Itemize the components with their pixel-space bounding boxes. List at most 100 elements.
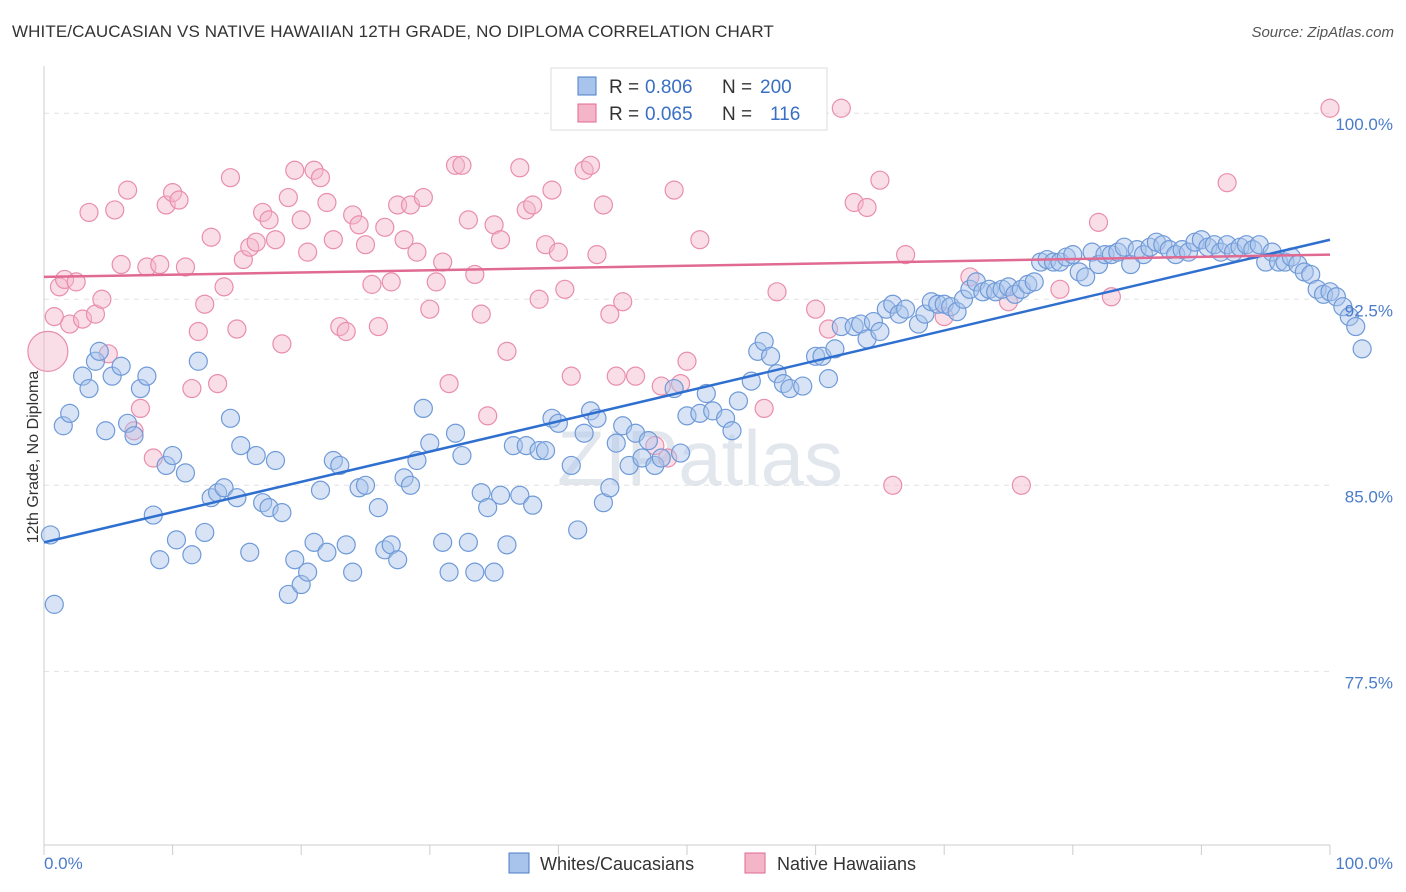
point-white-154 <box>1108 242 1128 262</box>
point-white-43 <box>323 450 343 471</box>
point-white-14 <box>137 366 157 386</box>
stats-legend-box <box>550 67 828 131</box>
point-white-56 <box>413 398 433 419</box>
point-white-53 <box>394 468 414 488</box>
point-white-52 <box>388 550 408 570</box>
point-white-77 <box>561 455 581 476</box>
point-hawaiian-84 <box>587 245 607 265</box>
point-hawaiian-60 <box>420 299 440 319</box>
point-white-22 <box>188 351 208 371</box>
point-white-72 <box>523 495 543 515</box>
point-hawaiian-86 <box>600 304 620 324</box>
point-hawaiian-46 <box>330 316 350 337</box>
point-white-5 <box>79 378 99 399</box>
point-hawaiian-31 <box>233 249 253 270</box>
point-hawaiian-21 <box>169 190 189 210</box>
point-white-63 <box>465 562 485 582</box>
legend-n-value-pink: 116 <box>770 104 800 125</box>
point-hawaiian-63 <box>439 374 459 394</box>
point-hawaiian-3 <box>54 269 75 290</box>
stats-legend: R = 0.806 N = 200 R = 0.065 N = 116 <box>550 67 828 131</box>
point-hawaiian-74 <box>516 200 536 220</box>
series-legend-swatch-pink <box>744 852 766 874</box>
point-white-10 <box>111 356 131 376</box>
legend-n-label-pink: N = <box>722 104 752 125</box>
point-white-20 <box>175 463 196 483</box>
point-white-121 <box>889 304 909 324</box>
point-hawaiian-110 <box>896 245 916 265</box>
point-hawaiian-39 <box>285 160 305 180</box>
point-white-130 <box>953 289 974 309</box>
point-hawaiian-51 <box>362 274 382 294</box>
point-white-129 <box>947 302 967 322</box>
point-white-66 <box>484 562 504 582</box>
point-hawaiian-59 <box>413 187 433 208</box>
point-hawaiian-45 <box>323 230 343 250</box>
point-white-149 <box>1076 267 1096 287</box>
point-hawaiian-79 <box>548 242 569 262</box>
point-hawaiian-24 <box>188 321 208 342</box>
point-white-42 <box>317 542 337 562</box>
point-hawaiian-94 <box>664 180 684 200</box>
x-tick-label-min: 0.0% <box>44 854 83 873</box>
point-hawaiian-114 <box>1011 475 1031 495</box>
point-white-90 <box>645 455 665 476</box>
point-hawaiian-36 <box>265 230 286 250</box>
point-hawaiian-29 <box>220 168 241 188</box>
legend-swatch-pink <box>577 103 597 123</box>
point-hawaiian-66 <box>458 210 478 230</box>
point-white-138 <box>1005 284 1025 304</box>
point-hawaiian-43 <box>310 168 331 188</box>
source-credit: Source: ZipAtlas.com <box>1251 24 1394 41</box>
point-hawaiian-18 <box>150 254 170 275</box>
point-hawaiian-54 <box>381 272 401 292</box>
y-tick-labels: 77.5% 85.0% 92.5% 100.0% <box>1335 115 1393 692</box>
point-white-147 <box>1063 245 1083 265</box>
point-white-37 <box>285 550 305 570</box>
point-white-108 <box>793 376 813 396</box>
point-white-21 <box>182 545 202 565</box>
point-white-33 <box>259 498 279 518</box>
point-white-71 <box>516 436 536 456</box>
point-hawaiian-100 <box>767 282 787 302</box>
point-hawaiian-75 <box>523 195 543 215</box>
point-hawaiian-97 <box>690 230 710 250</box>
point-white-190 <box>1339 307 1359 327</box>
x-tick-label-max: 100.0% <box>1335 854 1393 873</box>
point-white-23 <box>195 522 215 543</box>
point-white-46 <box>343 562 363 582</box>
point-hawaiian-33 <box>246 232 266 252</box>
point-white-70 <box>510 485 530 505</box>
chart-title: WHITE/CAUCASIAN VS NATIVE HAWAIIAN 12TH … <box>12 22 774 41</box>
point-hawaiian-38 <box>278 187 298 208</box>
point-white-11 <box>117 413 138 433</box>
point-white-50 <box>375 540 395 560</box>
point-hawaiian-35 <box>259 210 279 230</box>
point-white-102 <box>748 341 768 361</box>
point-hawaiian-34 <box>253 202 273 223</box>
point-white-123 <box>908 314 929 334</box>
point-hawaiian-62 <box>433 252 453 272</box>
point-hawaiian-30 <box>227 319 247 339</box>
point-white-54 <box>400 475 421 495</box>
point-hawaiian-22 <box>175 257 196 277</box>
point-hawaiian-50 <box>355 235 376 255</box>
point-hawaiian-116 <box>1088 212 1109 232</box>
point-hawaiian-26 <box>201 227 221 247</box>
y-tick-label-2: 92.5% <box>1345 301 1393 320</box>
point-hawaiian-80 <box>555 279 575 299</box>
point-white-117 <box>863 311 884 332</box>
point-hawaiian-76 <box>529 289 549 309</box>
point-white-27 <box>220 408 241 428</box>
point-hawaiian-52 <box>368 316 388 337</box>
point-hawaiian-40 <box>291 210 311 230</box>
y-axis-label: 12th Grade, No Diploma <box>25 371 42 544</box>
legend-swatch-blue <box>577 76 597 96</box>
point-hawaiian-113 <box>998 292 1019 312</box>
legend-n-value-blue: 200 <box>760 77 792 98</box>
series-legend-swatch-blue <box>508 852 530 874</box>
point-hawaiian-28 <box>214 277 234 297</box>
point-white-187 <box>1320 282 1340 302</box>
trend-line-0 <box>43 238 1331 544</box>
